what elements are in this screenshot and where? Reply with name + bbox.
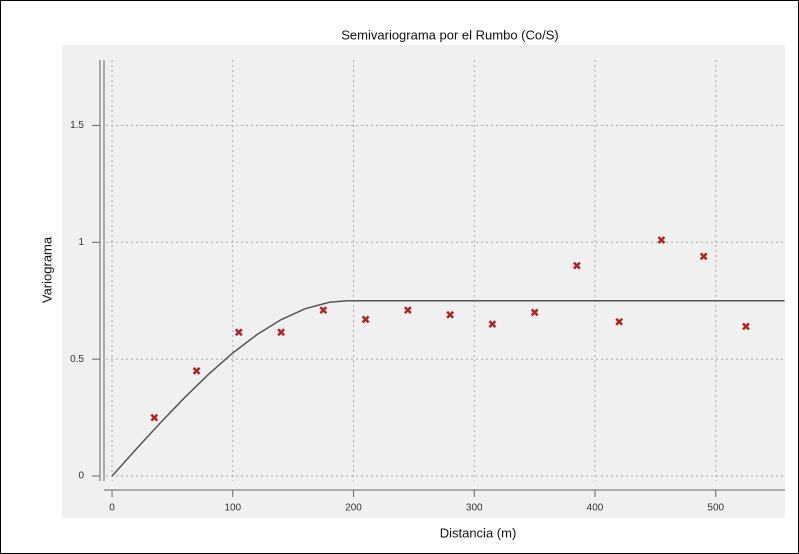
x-tick-label: 200 (345, 503, 362, 514)
x-tick-label: 0 (109, 503, 115, 514)
x-tick-label: 500 (707, 503, 724, 514)
model-line (111, 299, 785, 477)
y-tick-label: 1 (78, 237, 84, 248)
point (615, 317, 624, 326)
point (150, 413, 159, 422)
x-tick-label: 300 (466, 503, 483, 514)
y-tick-label: 1.5 (70, 120, 84, 131)
y-tick-label: 0 (78, 471, 84, 482)
chart-title: Semivariograma por el Rumbo (Co/S) (341, 27, 558, 42)
x-axis-label: Distancia (m) (440, 525, 517, 540)
plot-panel (62, 45, 785, 518)
point (573, 261, 581, 270)
x-tick-label: 400 (587, 503, 604, 514)
point (403, 306, 412, 314)
point (361, 315, 370, 324)
point (530, 308, 539, 317)
y-axis-label: Variograma (39, 236, 54, 303)
x-tick-label: 100 (224, 503, 241, 514)
point (699, 252, 708, 261)
point (446, 310, 455, 319)
point (488, 320, 497, 328)
point (319, 306, 328, 314)
y-tick-label: 0.5 (70, 354, 84, 365)
point (657, 236, 666, 244)
point (192, 366, 201, 375)
point (234, 328, 243, 337)
point (742, 322, 750, 331)
point (277, 328, 285, 337)
